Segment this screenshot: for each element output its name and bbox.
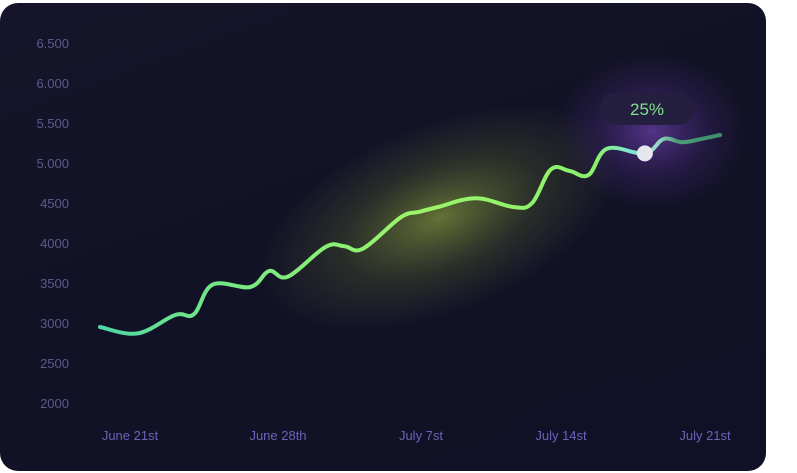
y-tick-label: 6.500 xyxy=(36,36,69,51)
x-tick-label: July 7st xyxy=(399,428,443,443)
chart-card: 6.500 6.000 5.500 5.000 4500 4000 3500 3000 2500… xyxy=(0,3,766,471)
x-axis: June 21st June 28th July 7st July 14st July … xyxy=(102,428,731,443)
y-tick-label: 4500 xyxy=(40,196,69,211)
y-axis: 6.500 6.000 5.500 5.000 4500 4000 3500 3000 2500… xyxy=(36,36,69,411)
y-tick-label: 3000 xyxy=(40,316,69,331)
y-tick-label: 2000 xyxy=(40,396,69,411)
tooltip-bubble xyxy=(600,93,694,125)
tooltip: 25% xyxy=(600,93,694,162)
glow-layer xyxy=(260,53,747,332)
x-tick-label: July 21st xyxy=(679,428,731,443)
y-tick-label: 2500 xyxy=(40,356,69,371)
y-tick-label: 5.500 xyxy=(36,116,69,131)
data-point-marker[interactable] xyxy=(636,145,653,162)
chart-canvas: 6.500 6.000 5.500 5.000 4500 4000 3500 3000 2500… xyxy=(36,36,747,443)
x-tick-label: June 28th xyxy=(249,428,306,443)
x-tick-label: July 14st xyxy=(535,428,587,443)
highlight-glow xyxy=(260,104,620,332)
x-tick-label: June 21st xyxy=(102,428,159,443)
y-tick-label: 4000 xyxy=(40,236,69,251)
tooltip-label: 25% xyxy=(630,100,664,119)
y-tick-label: 6.000 xyxy=(36,76,69,91)
y-tick-label: 5.000 xyxy=(36,156,69,171)
tooltip-glow xyxy=(557,53,747,209)
y-tick-label: 3500 xyxy=(40,276,69,291)
